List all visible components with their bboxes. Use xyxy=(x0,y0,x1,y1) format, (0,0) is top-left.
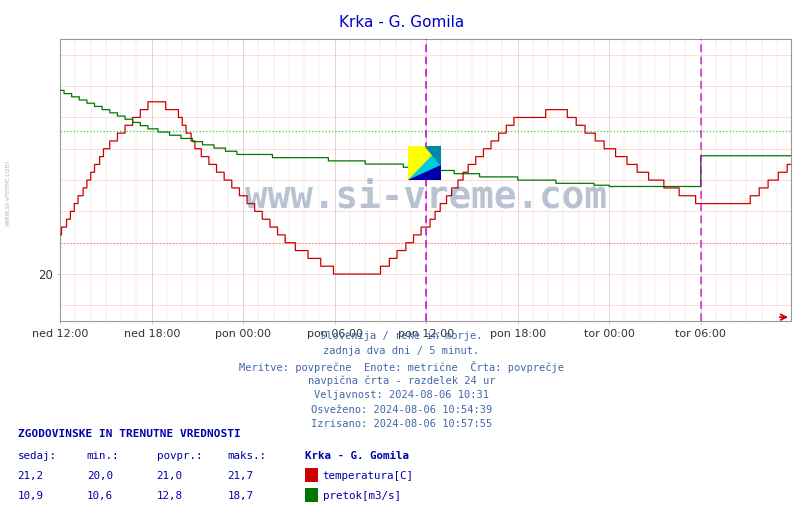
Polygon shape xyxy=(407,146,441,180)
Text: min.:: min.: xyxy=(87,451,119,461)
Text: Krka - G. Gomila: Krka - G. Gomila xyxy=(338,15,464,30)
Text: pretok[m3/s]: pretok[m3/s] xyxy=(322,491,400,501)
Text: povpr.:: povpr.: xyxy=(156,451,202,461)
Text: 12,8: 12,8 xyxy=(156,491,182,501)
Polygon shape xyxy=(424,146,441,165)
Text: 10,6: 10,6 xyxy=(87,491,112,501)
Polygon shape xyxy=(407,146,441,180)
Text: Krka - G. Gomila: Krka - G. Gomila xyxy=(305,451,409,461)
Text: navpična črta - razdelek 24 ur: navpična črta - razdelek 24 ur xyxy=(307,375,495,386)
Text: 18,7: 18,7 xyxy=(227,491,253,501)
Text: www.si-vreme.com: www.si-vreme.com xyxy=(4,160,10,226)
Text: zadnja dva dni / 5 minut.: zadnja dva dni / 5 minut. xyxy=(323,346,479,356)
Polygon shape xyxy=(407,165,441,180)
Text: www.si-vreme.com: www.si-vreme.com xyxy=(245,179,606,215)
Text: 21,0: 21,0 xyxy=(156,471,182,481)
Text: 21,2: 21,2 xyxy=(18,471,43,481)
Text: Meritve: povprečne  Enote: metrične  Črta: povprečje: Meritve: povprečne Enote: metrične Črta:… xyxy=(239,361,563,373)
Text: 10,9: 10,9 xyxy=(18,491,43,501)
Text: sedaj:: sedaj: xyxy=(18,451,57,461)
Text: maks.:: maks.: xyxy=(227,451,266,461)
Text: temperatura[C]: temperatura[C] xyxy=(322,471,413,481)
Text: 21,7: 21,7 xyxy=(227,471,253,481)
Text: ZGODOVINSKE IN TRENUTNE VREDNOSTI: ZGODOVINSKE IN TRENUTNE VREDNOSTI xyxy=(18,429,240,439)
Text: 20,0: 20,0 xyxy=(87,471,112,481)
Text: Izrisano: 2024-08-06 10:57:55: Izrisano: 2024-08-06 10:57:55 xyxy=(310,419,492,429)
Text: Slovenija / reke in morje.: Slovenija / reke in morje. xyxy=(320,331,482,341)
Text: Osveženo: 2024-08-06 10:54:39: Osveženo: 2024-08-06 10:54:39 xyxy=(310,405,492,414)
Text: Veljavnost: 2024-08-06 10:31: Veljavnost: 2024-08-06 10:31 xyxy=(314,390,488,400)
